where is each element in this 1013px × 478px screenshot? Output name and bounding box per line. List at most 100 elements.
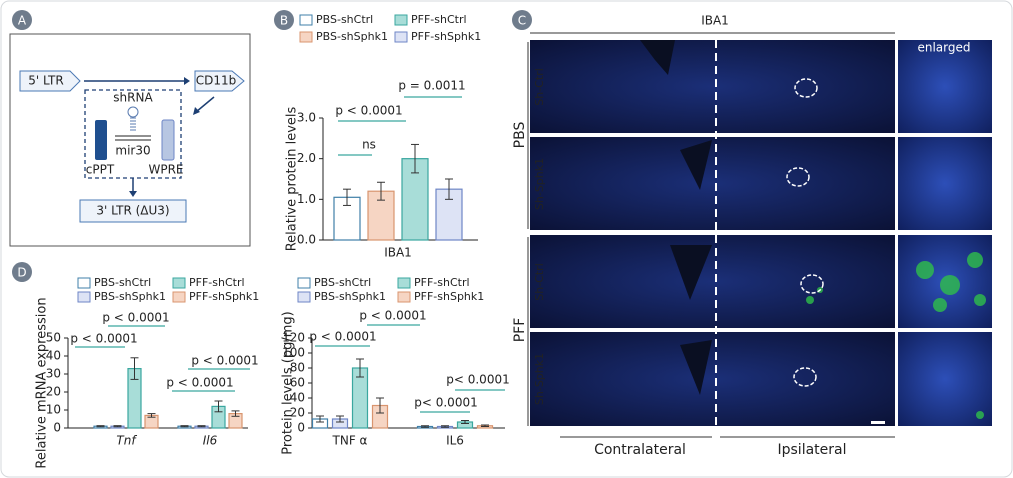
enlarged-view xyxy=(898,137,992,230)
x-tick-label: Il6 xyxy=(203,434,218,448)
legend-label: PBS-shCtrl xyxy=(314,276,371,289)
panel-label: B xyxy=(280,14,288,28)
legend-swatch xyxy=(397,277,411,289)
ventricle xyxy=(640,40,712,395)
error-bar xyxy=(481,424,489,427)
error-bar xyxy=(411,143,419,174)
y-tick-label: 40 xyxy=(46,349,61,363)
enlarged-label: enlarged xyxy=(917,41,970,55)
y-axis-label: Relative mRNA expression xyxy=(35,297,50,468)
error-bar xyxy=(461,420,469,424)
label: 5' LTR xyxy=(28,74,63,88)
error-bar xyxy=(316,415,324,423)
y-axis-label: Protein levels (pg/mg) xyxy=(281,311,296,454)
legend-label: PFF-shCtrl xyxy=(411,13,467,26)
x-tick-label: IL6 xyxy=(446,434,464,448)
micrograph xyxy=(530,332,895,426)
arrowhead xyxy=(129,191,137,197)
row-label: Sh-Sphk1 xyxy=(533,158,546,210)
error-bar xyxy=(441,425,449,428)
group-label: PBS xyxy=(512,122,528,149)
error-bar xyxy=(356,358,364,378)
y-tick-label: 1.0 xyxy=(297,192,316,206)
legend-label: PBS-shCtrl xyxy=(316,13,373,26)
error-bar xyxy=(197,425,206,428)
column-label: Ipsilateral xyxy=(778,442,847,458)
arrowhead xyxy=(184,77,190,85)
enlarged-view xyxy=(898,332,992,426)
error-bar xyxy=(445,178,453,200)
y-tick-label: 80 xyxy=(290,361,305,375)
annotation: p< 0.0001 xyxy=(446,373,509,387)
annotation: p < 0.0001 xyxy=(70,332,137,346)
arrow xyxy=(195,96,215,113)
legend-label: PBS-shSphk1 xyxy=(94,290,166,303)
arrowhead xyxy=(193,107,200,115)
error-bar xyxy=(377,181,385,201)
error-bar xyxy=(343,188,351,206)
y-tick-label: 120 xyxy=(282,331,305,345)
legend-swatch xyxy=(397,291,411,303)
label: mir30 xyxy=(115,144,150,158)
error-bar xyxy=(113,425,122,428)
micrograph xyxy=(530,235,895,328)
y-tick-label: 10 xyxy=(46,403,61,417)
y-tick-label: 50 xyxy=(46,331,61,345)
legend-swatch xyxy=(172,277,186,289)
cd11b-box xyxy=(194,70,245,92)
annotation: p < 0.0001 xyxy=(102,311,169,325)
y-tick-label: 60 xyxy=(290,376,305,390)
y-tick-label: 30 xyxy=(46,367,61,381)
micrograph xyxy=(530,137,895,230)
vector-diagram: 5' LTR CD11b shRNA mir30 cPPT WPRE 3' LT… xyxy=(9,33,251,247)
legend-swatch xyxy=(299,14,313,26)
y-tick-label: 0 xyxy=(297,421,305,435)
annotation: p = 0.0011 xyxy=(398,79,465,93)
y-tick-label: 100 xyxy=(282,346,305,360)
panel-label: D xyxy=(17,266,26,280)
annotation: p < 0.0001 xyxy=(191,354,258,368)
ltr-box xyxy=(19,70,81,92)
error-bar xyxy=(376,397,384,414)
error-bar xyxy=(336,415,344,423)
annotation: ns xyxy=(362,138,376,152)
legend-swatch xyxy=(297,277,311,289)
y-tick-label: 2.0 xyxy=(297,151,316,165)
label: CD11b xyxy=(196,74,237,88)
panel-label: A xyxy=(18,14,27,28)
legend-label: PBS-shSphk1 xyxy=(314,290,386,303)
error-bar xyxy=(130,357,139,380)
legend-label: PFF-shSphk1 xyxy=(414,290,484,303)
label: cPPT xyxy=(86,163,115,177)
region-outline xyxy=(786,78,824,387)
x-tick-label: TNF α xyxy=(332,434,368,448)
panel-label: C xyxy=(518,14,526,28)
legend-label: PBS-shCtrl xyxy=(94,276,151,289)
row-label: Sh-Ctrl xyxy=(533,68,546,106)
y-tick-label: 40 xyxy=(290,391,305,405)
annotation: p < 0.0001 xyxy=(309,330,376,344)
y-axis-label: Relative protein levels xyxy=(285,106,300,251)
scale-bar xyxy=(871,421,885,424)
legend-swatch xyxy=(77,277,91,289)
hairpin-icon xyxy=(115,106,151,141)
annotation: p < 0.0001 xyxy=(359,309,426,323)
legend-swatch xyxy=(297,291,311,303)
error-bar xyxy=(96,425,105,428)
column-label: Contralateral xyxy=(594,442,686,458)
y-tick-label: 20 xyxy=(290,406,305,420)
error-bar xyxy=(147,413,156,418)
y-tick-label: 20 xyxy=(46,385,61,399)
cppt-block xyxy=(95,120,107,160)
error-bar xyxy=(180,425,189,428)
y-tick-label: 0.0 xyxy=(297,233,316,247)
error-bar xyxy=(421,425,429,428)
legend-label: PBS-shSphk1 xyxy=(316,30,388,43)
annotation: p < 0.0001 xyxy=(335,104,402,118)
wpre-block xyxy=(161,119,175,161)
x-tick-label: Tnf xyxy=(116,434,137,448)
